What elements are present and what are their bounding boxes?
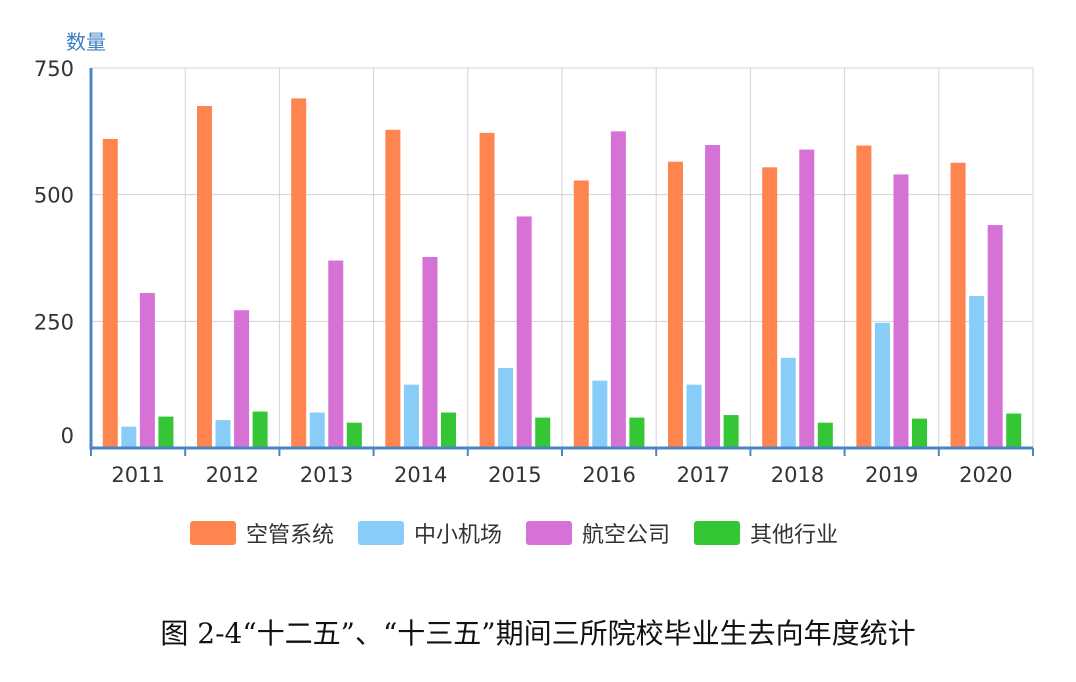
x-tick-label: 2020 xyxy=(959,463,1012,487)
bar-其他行业-2019 xyxy=(912,418,928,448)
legend-swatch xyxy=(358,521,405,545)
x-tick-label: 2015 xyxy=(488,463,541,487)
bar-中小机场-2011 xyxy=(121,426,137,448)
bar-其他行业-2017 xyxy=(723,415,739,448)
figure-caption: 图 2-4“十二五”、“十三五”期间三所院校毕业生去向年度统计 xyxy=(160,617,916,650)
legend-item[interactable]: 航空公司 xyxy=(526,517,670,549)
x-tick-label: 2018 xyxy=(771,463,824,487)
bar-空管系统-2017 xyxy=(667,161,683,448)
x-tick-label: 2012 xyxy=(206,463,259,487)
bar-中小机场-2019 xyxy=(874,322,890,448)
bar-航空公司-2013 xyxy=(328,260,344,448)
bar-航空公司-2012 xyxy=(234,310,250,448)
bar-空管系统-2014 xyxy=(385,129,401,448)
legend-item[interactable]: 其他行业 xyxy=(694,517,838,549)
bar-其他行业-2011 xyxy=(158,416,174,448)
legend-label: 中小机场 xyxy=(414,523,503,548)
bar-中小机场-2012 xyxy=(215,420,231,448)
legend-swatch xyxy=(190,521,236,545)
legend-swatch xyxy=(694,521,741,545)
y-tick-label: 0 xyxy=(61,424,74,448)
x-tick-label: 2013 xyxy=(300,463,353,487)
x-tick-label: 2016 xyxy=(582,463,635,487)
bar-中小机场-2017 xyxy=(686,384,702,448)
bar-中小机场-2014 xyxy=(403,384,419,448)
bar-其他行业-2020 xyxy=(1006,413,1022,448)
legend-label: 空管系统 xyxy=(246,523,335,548)
bar-中小机场-2015 xyxy=(498,367,514,448)
bar-航空公司-2018 xyxy=(799,149,815,448)
bar-中小机场-2018 xyxy=(780,357,796,448)
x-tick-label: 2017 xyxy=(677,463,730,487)
y-tick-label: 750 xyxy=(34,57,74,81)
y-tick-labels: 0 250 500 750 xyxy=(34,57,74,448)
bar-其他行业-2016 xyxy=(629,417,645,448)
bar-其他行业-2013 xyxy=(346,422,362,448)
legend-item[interactable]: 中小机场 xyxy=(358,517,502,549)
bar-航空公司-2020 xyxy=(987,225,1003,448)
bar-航空公司-2016 xyxy=(610,131,626,449)
bars xyxy=(102,98,1022,449)
legend-item[interactable]: 空管系统 xyxy=(190,517,334,549)
bar-其他行业-2018 xyxy=(817,422,833,448)
bar-航空公司-2011 xyxy=(139,292,155,448)
x-tick-label: 2014 xyxy=(394,463,447,487)
bar-中小机场-2013 xyxy=(309,412,325,448)
bar-空管系统-2019 xyxy=(856,145,872,448)
x-tick-label: 2011 xyxy=(111,463,164,487)
bar-其他行业-2015 xyxy=(535,417,551,448)
legend-label: 航空公司 xyxy=(582,523,671,548)
bar-其他行业-2012 xyxy=(252,411,268,448)
x-tick-label: 2019 xyxy=(865,463,918,487)
bar-中小机场-2016 xyxy=(592,380,608,448)
bar-中小机场-2020 xyxy=(969,296,985,448)
bar-空管系统-2018 xyxy=(762,167,778,448)
y-tick-label: 250 xyxy=(34,310,74,334)
grid-lines xyxy=(91,67,1034,448)
bar-航空公司-2019 xyxy=(893,174,909,448)
bar-空管系统-2011 xyxy=(102,138,118,448)
y-axis-label: 数量 xyxy=(66,30,106,54)
bar-其他行业-2014 xyxy=(441,412,457,448)
bar-空管系统-2020 xyxy=(950,162,966,448)
y-tick-label: 500 xyxy=(34,184,74,208)
x-tick-labels: 2011 2012 2013 2014 2015 2016 2017 2018 2019 2020 xyxy=(111,463,1012,487)
legend-label: 其他行业 xyxy=(750,523,839,548)
legend: 空管系统 中小机场 航空公司 其他行业 xyxy=(190,517,838,549)
bar-航空公司-2015 xyxy=(516,216,532,448)
bar-航空公司-2017 xyxy=(705,145,721,448)
bar-空管系统-2016 xyxy=(573,180,589,449)
bar-航空公司-2014 xyxy=(422,256,438,448)
legend-swatch xyxy=(526,521,573,545)
bar-空管系统-2015 xyxy=(479,132,495,448)
bar-空管系统-2013 xyxy=(291,98,307,449)
axes xyxy=(89,68,1034,456)
bar-空管系统-2012 xyxy=(196,106,212,448)
